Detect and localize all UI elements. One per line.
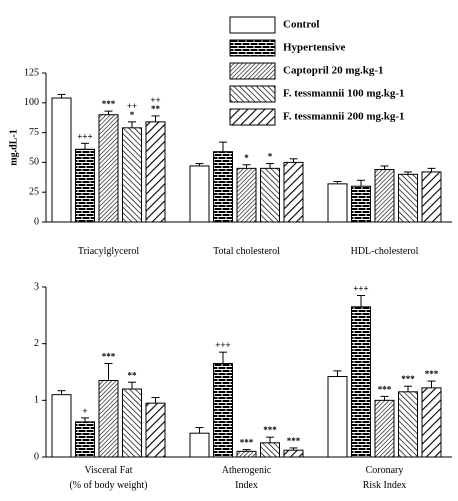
legend-label: Captopril 20 mg.kg-1 — [283, 65, 384, 77]
bar — [351, 185, 371, 223]
bar — [122, 127, 142, 223]
x-tick-label-line: (% of body weight) — [69, 480, 147, 491]
bar — [327, 376, 348, 458]
significance-label: +++ — [353, 284, 368, 294]
y-tick-label: 125 — [24, 67, 39, 78]
legend-swatch — [229, 39, 276, 57]
significance-label: *** — [378, 384, 392, 394]
bar — [283, 161, 304, 223]
bar — [51, 97, 72, 223]
significance-label: +++ — [215, 340, 230, 350]
y-tick-label: 25 — [29, 186, 39, 197]
bar — [145, 402, 166, 458]
y-tick-label: 1 — [34, 395, 39, 406]
x-tick-label-line: Triacylglycerol — [78, 246, 140, 257]
bar — [122, 388, 142, 458]
y-tick-label: 100 — [24, 97, 39, 108]
y-tick-label: 75 — [29, 127, 39, 138]
significance-label: *** — [102, 352, 116, 362]
significance-label: +++ — [77, 131, 92, 141]
bar — [283, 449, 304, 458]
legend-label: F. tessmannii 200 mg.kg-1 — [283, 111, 405, 123]
legend-swatch — [229, 85, 276, 103]
bar — [189, 165, 210, 223]
bar — [236, 450, 257, 458]
bar — [75, 421, 95, 458]
bar — [260, 167, 280, 223]
legend-label: Control — [283, 19, 319, 31]
significance-label: * — [244, 153, 249, 163]
bar — [145, 121, 166, 223]
y-tick-label: 2 — [34, 338, 39, 349]
x-tick-label-line: Atherogenic — [222, 465, 272, 476]
significance-label: ** — [128, 370, 138, 380]
x-tick-label: Triacylglycerol — [78, 246, 140, 257]
significance-label: + — [82, 406, 87, 416]
significance-label: *** — [263, 425, 277, 435]
x-tick-label-line: Coronary — [366, 465, 404, 476]
significance-label: *** — [102, 99, 116, 109]
bar — [189, 432, 210, 458]
significance-label: ++ — [127, 101, 137, 111]
significance-label: *** — [401, 374, 415, 384]
y-tick-label: 3 — [34, 281, 39, 292]
significance-label: *** — [287, 436, 301, 446]
legend-swatch — [229, 62, 276, 80]
bar — [98, 114, 119, 223]
significance-label: * — [130, 110, 135, 120]
significance-label: *** — [425, 369, 439, 379]
x-tick-label-line: Index — [235, 480, 258, 491]
bar — [213, 151, 233, 223]
bar — [421, 387, 442, 458]
bar — [213, 363, 233, 458]
x-tick-label: Visceral Fat (% of body weight) — [69, 465, 147, 491]
bar — [351, 306, 371, 458]
bar — [374, 399, 395, 458]
bar — [421, 171, 442, 223]
legend-label: Hypertensive — [283, 42, 345, 54]
x-tick-label-line: HDL-cholesterol — [351, 246, 419, 257]
significance-label: ++ — [150, 95, 160, 105]
y-tick-label: 50 — [29, 157, 39, 168]
bar — [398, 391, 418, 458]
x-tick-label-line: Risk Index — [363, 480, 407, 491]
bar — [236, 167, 257, 223]
bar — [51, 394, 72, 458]
bar — [327, 183, 348, 223]
x-tick-label: Coronary Risk Index — [363, 465, 407, 491]
bar — [398, 173, 418, 223]
legend-swatch — [229, 108, 276, 126]
x-tick-label-line: Total cholesterol — [213, 246, 280, 257]
bar — [75, 148, 95, 223]
x-tick-label: HDL-cholesterol — [351, 246, 419, 257]
bar — [98, 380, 119, 458]
significance-label: ** — [151, 104, 161, 114]
bar — [374, 169, 395, 223]
y-tick-label: 0 — [34, 216, 39, 227]
significance-label: *** — [240, 438, 254, 448]
significance-label: * — [268, 152, 273, 162]
legend-label: F. tessmannii 100 mg.kg-1 — [283, 88, 405, 100]
legend-swatch — [229, 16, 276, 34]
x-tick-label: Atherogenic Index — [222, 465, 272, 491]
y-axis-label: mg.dL-1 — [8, 129, 19, 165]
bar — [260, 442, 280, 458]
x-tick-label-line: Visceral Fat — [85, 465, 133, 476]
x-tick-label: Total cholesterol — [213, 246, 280, 257]
y-tick-label: 0 — [34, 451, 39, 462]
